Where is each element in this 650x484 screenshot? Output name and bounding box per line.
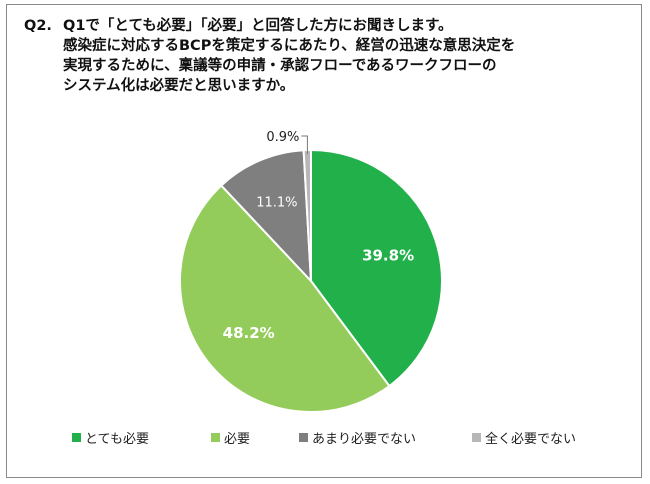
legend-swatch <box>211 433 220 442</box>
legend-item-not-necessary-at-all: 全く必要でない <box>472 428 576 447</box>
title-line-4: システム化は必要だと思いますか。 <box>63 78 295 94</box>
legend-label: とても必要 <box>85 432 149 447</box>
legend-label: 必要 <box>224 432 251 447</box>
legend-item-very-necessary: とても必要 <box>72 428 149 447</box>
title-line-1: Q1で「とても必要」「必要」と回答した方にお聞きします。 <box>63 18 453 34</box>
leader-line-not-necessary-at-all <box>301 135 308 155</box>
legend-label: あまり必要でない <box>312 432 417 447</box>
data-label-very-necessary: 39.8% <box>362 246 414 264</box>
slice-very-necessary <box>310 148 444 388</box>
legend-label: 全く必要でない <box>485 432 577 447</box>
legend: とても必要 必要 あまり必要でない 全く必要でない <box>72 428 632 447</box>
legend-item-not-very-necessary: あまり必要でない <box>299 428 416 447</box>
title-line-3: 実現するために、稟議等の申請・承認フローであるワークフローの <box>63 58 497 74</box>
legend-swatch <box>72 433 81 442</box>
question-text: Q1で「とても必要」「必要」と回答した方にお聞きします。 感染症に対応するBCP… <box>63 16 633 96</box>
legend-item-necessary: 必要 <box>211 428 250 447</box>
data-label-necessary: 48.2% <box>223 324 275 342</box>
slice-necessary <box>178 184 391 414</box>
legend-swatch <box>299 433 308 442</box>
legend-swatch <box>472 433 481 442</box>
data-label-not-necessary-at-all: 0.9% <box>266 130 299 145</box>
slice-not-very-necessary <box>219 149 313 284</box>
title-line-2: 感染症に対応するBCPを策定するにあたり、経営の迅速な意思決定を <box>63 38 516 54</box>
question-number: Q2. <box>24 18 52 34</box>
data-label-not-very-necessary: 11.1% <box>256 196 297 211</box>
